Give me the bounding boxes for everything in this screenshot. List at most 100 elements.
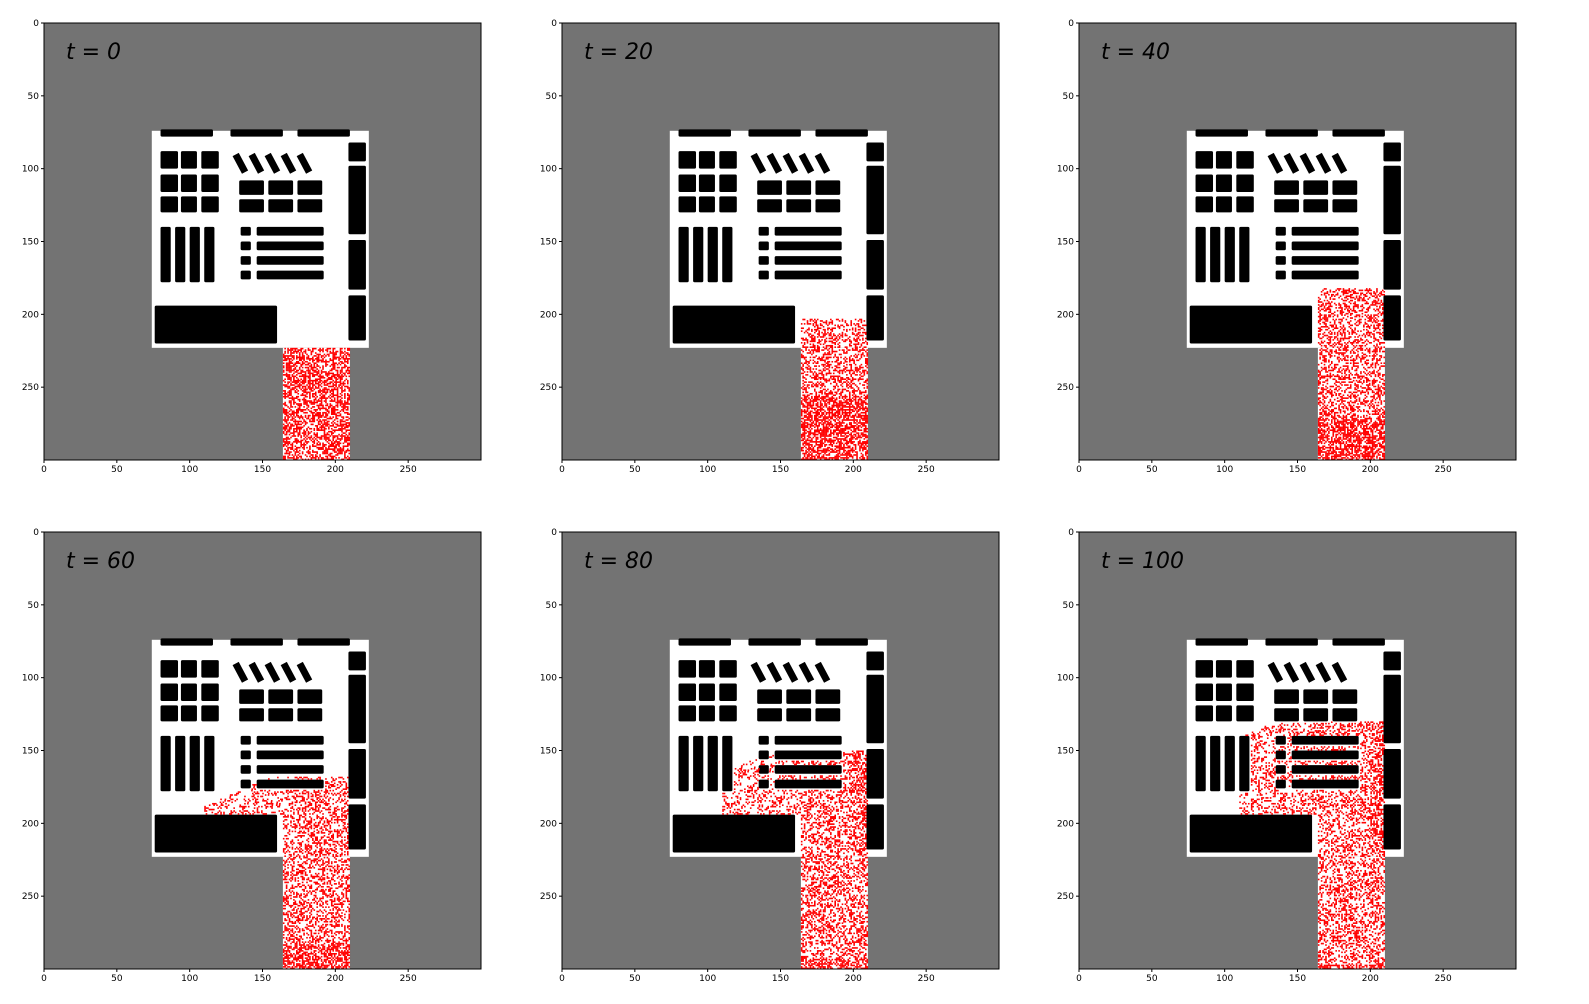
furniture-27: [774, 256, 842, 265]
furniture-31: [348, 674, 366, 744]
furniture-15: [757, 708, 782, 722]
furniture-6: [1195, 174, 1214, 192]
furniture-26: [758, 765, 769, 774]
furniture-27: [256, 765, 324, 774]
furniture-3: [678, 660, 697, 678]
furniture-5: [1236, 660, 1254, 678]
x-tick-label: 150: [772, 974, 789, 984]
x-tick-label: 50: [629, 974, 641, 984]
x-tick-label: 150: [1289, 974, 1306, 984]
desk-2: [264, 661, 281, 683]
x-tick-label: 200: [1362, 465, 1379, 475]
furniture-7: [698, 174, 715, 192]
furniture-26: [240, 256, 251, 265]
y-tick-label: 150: [22, 238, 39, 248]
furniture-16: [786, 708, 812, 722]
furniture-34: [672, 305, 796, 344]
desk-4: [296, 661, 313, 683]
panel-svg: 0 50 100 150 200 250 0 50 100 150 200 250 t = 40: [1057, 19, 1517, 475]
y-tick-label: 100: [22, 165, 39, 175]
x-tick-label: 0: [41, 974, 47, 984]
desk-1: [766, 661, 783, 683]
furniture-5: [201, 151, 219, 169]
y-tick-label: 150: [22, 747, 39, 757]
furniture-4: [180, 660, 197, 678]
desk-0: [1267, 661, 1284, 683]
x-tick-label: 250: [1435, 465, 1452, 475]
furniture-10: [698, 705, 715, 722]
plot-area: 0 50 100 150 200 250 0 50 100 150 200 250 t = 40: [1057, 19, 1517, 475]
furniture-1: [230, 129, 283, 137]
furniture-4: [180, 151, 197, 169]
furniture-15: [1274, 708, 1299, 722]
furniture-3: [1195, 151, 1214, 169]
agents: [282, 347, 351, 461]
y-tick-label: 0: [1068, 19, 1074, 29]
furniture-26: [240, 765, 251, 774]
furniture-6: [678, 683, 697, 701]
desk-1: [1283, 661, 1300, 683]
furniture-16: [786, 199, 812, 213]
furniture-32: [348, 749, 366, 799]
furniture-33: [1383, 804, 1401, 850]
plot-area: 0 50 100 150 200 250 0 50 100 150 200 250 t = 0: [22, 19, 482, 475]
furniture-25: [1291, 750, 1359, 760]
desk-0: [750, 661, 767, 683]
panel-5: 0 50 100 150 200 250 0 50 100 150 200 250 t = 100: [1039, 528, 1520, 989]
desk-3: [280, 152, 297, 174]
desk-1: [1283, 152, 1300, 174]
furniture-30: [866, 651, 884, 671]
furniture-4: [1215, 151, 1232, 169]
y-tick-label: 150: [540, 747, 557, 757]
furniture-23: [256, 226, 324, 236]
furniture-32: [1383, 240, 1401, 290]
furniture-11: [201, 196, 219, 213]
panel-2: 0 50 100 150 200 250 0 50 100 150 200 250 t = 40: [1039, 19, 1520, 480]
furniture-20: [189, 226, 200, 283]
furniture-24: [758, 241, 769, 251]
furniture-17: [297, 708, 323, 722]
furniture-12: [239, 180, 264, 195]
y-tick-label: 200: [540, 819, 557, 829]
furniture-11: [719, 196, 737, 213]
furniture-16: [268, 199, 294, 213]
furniture-19: [1210, 226, 1221, 283]
furniture-25: [774, 750, 842, 760]
desk-4: [296, 152, 313, 174]
furniture-31: [348, 165, 366, 235]
furniture-8: [719, 683, 737, 701]
panel-label: t = 0: [66, 40, 121, 65]
x-tick-label: 100: [181, 465, 198, 475]
furniture-23: [774, 735, 842, 745]
agents: [722, 750, 869, 970]
furniture-24: [758, 750, 769, 760]
furniture-18: [678, 735, 689, 792]
x-tick-label: 100: [699, 974, 716, 984]
furniture-18: [678, 226, 689, 283]
panel-svg: 0 50 100 150 200 250 0 50 100 150 200 250 t = 0: [22, 19, 482, 475]
x-tick-label: 250: [1435, 974, 1452, 984]
x-tick-label: 50: [1146, 465, 1158, 475]
furniture-5: [201, 660, 219, 678]
furniture-14: [1332, 180, 1358, 195]
furniture-30: [1383, 651, 1401, 671]
furniture-16: [268, 708, 294, 722]
furniture-14: [815, 180, 841, 195]
furniture-24: [1275, 750, 1286, 760]
furniture-22: [240, 735, 251, 745]
furniture-3: [1195, 660, 1214, 678]
furniture-14: [297, 180, 323, 195]
panel-svg: 0 50 100 150 200 250 0 50 100 150 200 250 t = 20: [540, 19, 1000, 475]
furniture-32: [866, 749, 884, 799]
y-tick-label: 250: [22, 383, 39, 393]
furniture-12: [757, 180, 782, 195]
furniture-7: [180, 683, 197, 701]
x-tick-label: 250: [918, 974, 935, 984]
furniture-27: [774, 765, 842, 774]
panel-4: 0 50 100 150 200 250 0 50 100 150 200 250 t = 80: [522, 528, 1003, 989]
furniture-1: [230, 638, 283, 646]
furniture-17: [297, 199, 323, 213]
x-tick-label: 200: [327, 465, 344, 475]
y-tick-label: 200: [22, 310, 39, 320]
